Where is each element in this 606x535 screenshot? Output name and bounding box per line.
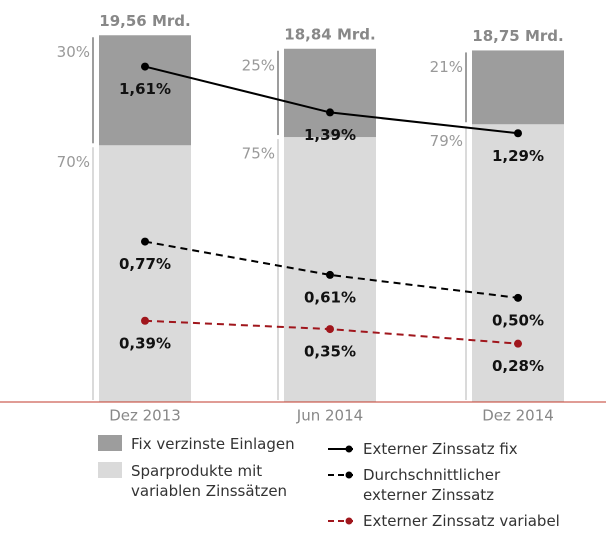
segment-label: 21% <box>430 58 463 76</box>
x-tick-label: Dez 2014 <box>482 407 554 425</box>
segment-label: 30% <box>57 43 90 61</box>
chart: 70% 30% 19,56 Mrd. Dez 2013 75% 25% 18,84 Mrd.… <box>0 12 606 425</box>
line-point <box>326 108 334 117</box>
line-point <box>326 325 334 334</box>
line-point <box>141 316 149 325</box>
segment-label: 79% <box>430 132 463 150</box>
line-point <box>326 270 334 279</box>
legend-label: Fix verzinste Einlagen <box>131 435 295 453</box>
total-label: 19,56 Mrd. <box>99 12 190 30</box>
segment-label: 75% <box>242 145 275 163</box>
line-label: 0,39% <box>119 334 171 352</box>
legend-swatch <box>328 517 353 525</box>
legend-item: Sparprodukte mit variablen Zinssätzen <box>98 461 298 501</box>
bar-segment <box>472 50 564 125</box>
bar-segment <box>99 35 191 146</box>
bar-segment <box>284 137 376 402</box>
legend-item: Externer Zinssatz fix <box>327 439 587 459</box>
line-label: 1,61% <box>119 80 171 98</box>
legend-item: Externer Zinssatz variabel <box>327 511 587 531</box>
legend-label: Externer Zinssatz variabel <box>363 512 560 530</box>
line-point <box>514 339 522 348</box>
legend-swatch <box>328 445 353 453</box>
legend-item: Durchschnittlicher externer Zinssatz <box>327 465 527 505</box>
segment-label: 25% <box>242 56 275 74</box>
line-point <box>514 293 522 302</box>
segment-label: 70% <box>57 153 90 171</box>
line-point <box>514 129 522 138</box>
legend-swatch <box>98 435 122 451</box>
bar-segment <box>472 124 564 402</box>
bar-segment <box>284 48 376 138</box>
line-label: 1,29% <box>492 147 544 165</box>
line-label: 1,39% <box>304 126 356 144</box>
total-label: 18,84 Mrd. <box>284 25 375 43</box>
legend-label: Durchschnittlicher externer Zinssatz <box>363 466 501 504</box>
x-tick-label: Jun 2014 <box>296 407 363 425</box>
line-point <box>141 62 149 71</box>
line-label: 0,61% <box>304 288 356 306</box>
x-tick-label: Dez 2013 <box>109 407 181 425</box>
line-label: 0,35% <box>304 343 356 361</box>
line-label: 0,77% <box>119 255 171 273</box>
legend-swatch <box>98 462 122 478</box>
legend-label: Externer Zinssatz fix <box>363 440 518 458</box>
total-label: 18,75 Mrd. <box>472 27 563 45</box>
legend-swatch <box>328 471 353 479</box>
line <box>144 240 519 299</box>
legend-label: Sparprodukte mit variablen Zinssätzen <box>131 462 288 500</box>
bar-segment <box>99 145 191 402</box>
line-label: 0,28% <box>492 357 544 375</box>
line-label: 0,50% <box>492 311 544 329</box>
line-point <box>141 237 149 246</box>
legend-item: Fix verzinste Einlagen <box>98 434 298 454</box>
